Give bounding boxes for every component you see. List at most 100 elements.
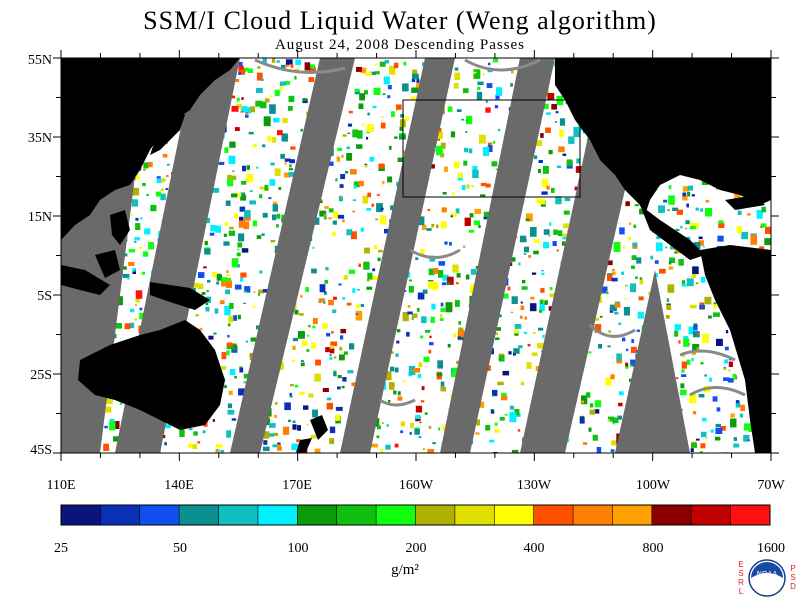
cloud-pixel <box>238 388 246 396</box>
cloud-pixel <box>686 359 691 365</box>
cloud-pixel <box>257 66 261 69</box>
cloud-pixel <box>259 270 263 274</box>
cloud-pixel <box>367 272 373 280</box>
cloud-pixel <box>631 255 637 260</box>
central-america-land <box>640 205 705 260</box>
cloud-pixel <box>469 213 474 218</box>
cloud-pixel <box>509 405 515 410</box>
cloud-pixel <box>133 173 140 180</box>
cloud-pixel <box>399 126 404 131</box>
cloud-pixel <box>376 194 380 196</box>
cloud-pixel <box>589 409 596 415</box>
lon-label: 70W <box>757 478 785 493</box>
cloud-pixel <box>667 209 670 211</box>
cloud-pixel <box>389 366 395 372</box>
cloud-pixel <box>491 395 495 397</box>
cloud-pixel <box>665 246 668 249</box>
cloud-pixel <box>464 217 471 226</box>
cloud-pixel <box>287 106 293 111</box>
cloud-pixel <box>364 90 368 95</box>
cloud-pixel <box>302 340 308 347</box>
cloud-pixel <box>314 217 320 225</box>
lat-label: 35N <box>27 131 52 146</box>
australia-land <box>78 320 225 430</box>
cloud-pixel <box>253 291 256 293</box>
logo-letter: P <box>790 564 796 573</box>
cloud-pixel <box>342 377 347 382</box>
cloud-pixel <box>381 422 384 424</box>
cloud-pixel <box>420 335 424 339</box>
cloud-pixel <box>221 279 228 287</box>
cloud-pixel <box>276 213 281 219</box>
cloud-pixel <box>288 419 291 422</box>
cloud-pixel <box>229 303 234 309</box>
cloud-pixel <box>252 144 257 148</box>
cloud-pixel <box>256 72 263 81</box>
cloud-pixel <box>702 333 709 343</box>
cloud-pixel <box>547 93 555 100</box>
cloud-pixel <box>394 367 399 373</box>
cloud-pixel <box>380 449 384 453</box>
cloud-pixel <box>332 232 336 236</box>
cloud-pixel <box>289 395 293 398</box>
cloud-pixel <box>224 384 227 389</box>
cloud-pixel <box>323 215 327 220</box>
cloud-pixel <box>476 419 481 426</box>
cloud-pixel <box>227 334 230 338</box>
cloud-pixel <box>259 194 263 199</box>
cloud-pixel <box>228 390 233 395</box>
cloud-pixel <box>636 257 642 264</box>
cloud-pixel <box>509 412 517 423</box>
logo-letter: S <box>738 569 744 578</box>
cloud-pixel <box>456 282 459 285</box>
cloud-pixel <box>495 327 501 331</box>
colorbar-swatch <box>257 505 298 525</box>
cloud-pixel <box>338 354 345 361</box>
cloud-pixel <box>455 299 460 307</box>
cloud-pixel <box>116 296 123 306</box>
cloud-pixel <box>730 413 735 418</box>
cloud-pixel <box>255 100 263 107</box>
cloud-pixel <box>294 76 297 80</box>
cloud-pixel <box>715 423 721 427</box>
cloud-pixel <box>144 228 151 235</box>
cloud-pixel <box>417 216 425 226</box>
cloud-pixel <box>352 199 356 201</box>
cloud-pixel <box>630 346 637 354</box>
cloud-pixel <box>337 375 342 379</box>
cloud-pixel <box>419 421 422 424</box>
cloud-pixel <box>543 242 549 249</box>
cloud-pixel <box>411 78 416 82</box>
cloud-pixel <box>292 420 296 423</box>
cloud-pixel <box>720 425 726 431</box>
cloud-pixel <box>245 114 249 118</box>
cloud-pixel <box>155 191 161 197</box>
cloud-pixel <box>193 431 198 436</box>
cloud-pixel <box>541 191 548 195</box>
cloud-pixel <box>436 138 440 141</box>
cloud-pixel <box>490 410 495 414</box>
cloud-pixel <box>342 219 345 223</box>
cloud-pixel <box>420 249 425 255</box>
cloud-pixel <box>386 424 389 427</box>
cloud-pixel <box>566 159 573 166</box>
cloud-pixel <box>669 257 676 263</box>
noaa-emblem-icon: NOAA <box>748 559 786 597</box>
cloud-pixel <box>616 353 622 361</box>
cloud-pixel <box>531 272 537 275</box>
cloud-pixel <box>521 286 528 290</box>
colorbar-tick-label: 400 <box>523 541 545 556</box>
cloud-pixel <box>160 188 165 192</box>
cloud-pixel <box>549 287 553 291</box>
cloud-pixel <box>537 343 544 349</box>
cloud-pixel <box>369 71 376 75</box>
cloud-pixel <box>485 183 491 188</box>
cloud-pixel <box>292 337 299 342</box>
cloud-pixel <box>359 93 365 101</box>
cloud-pixel <box>129 322 135 329</box>
cloud-pixel <box>303 405 309 410</box>
cloud-pixel <box>262 289 268 293</box>
cloud-pixel <box>686 203 689 208</box>
cloud-pixel <box>436 373 443 377</box>
cloud-pixel <box>480 182 487 187</box>
